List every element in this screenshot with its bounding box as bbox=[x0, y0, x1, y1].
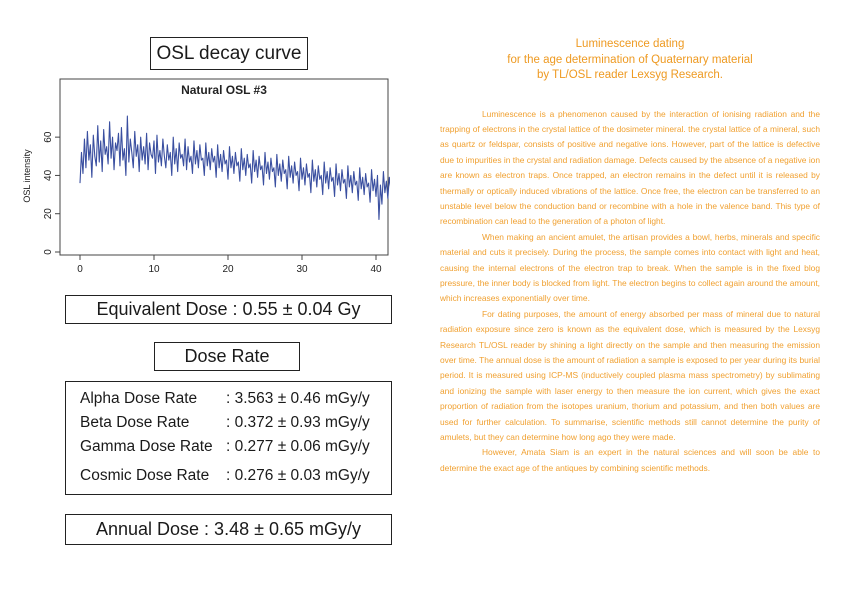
axis-ticks: 0 10 20 30 40 0 20 40 60 bbox=[43, 131, 382, 275]
dose-rate-label: Beta Dose Rate bbox=[80, 414, 190, 431]
x-tick-label: 40 bbox=[370, 264, 382, 275]
article-column: Luminescence dating for the age determin… bbox=[440, 37, 820, 476]
cosmic-dose-rate-row: Cosmic Dose Rate : 0.276 ± 0.03 mGy/y bbox=[80, 467, 370, 485]
x-tick-label: 20 bbox=[222, 264, 234, 275]
article-title: Luminescence dating for the age determin… bbox=[440, 37, 820, 84]
dose-rate-value: : 0.276 ± 0.03 mGy/y bbox=[226, 467, 370, 484]
equivalent-dose-box: Equivalent Dose : 0.55 ± 0.04 Gy bbox=[65, 295, 392, 324]
y-tick-label: 0 bbox=[43, 249, 54, 255]
y-tick-label: 60 bbox=[43, 131, 54, 143]
dose-rate-label: Alpha Dose Rate bbox=[80, 390, 198, 407]
beta-dose-rate-row: Beta Dose Rate : 0.372 ± 0.93 mGy/y bbox=[80, 414, 370, 432]
annual-dose-box: Annual Dose : 3.48 ± 0.65 mGy/y bbox=[65, 514, 392, 545]
article-body: Luminescence is a phenomenon caused by t… bbox=[440, 107, 820, 477]
gamma-dose-rate-row: Gamma Dose Rate : 0.277 ± 0.06 mGy/y bbox=[80, 438, 370, 456]
dose-rates-box: Alpha Dose Rate : 3.563 ± 0.46 mGy/y Beta… bbox=[65, 381, 392, 495]
plot-frame bbox=[59, 78, 389, 256]
dose-rate-value: : 0.372 ± 0.93 mGy/y bbox=[226, 414, 370, 431]
article-paragraph: When making an ancient amulet, the artis… bbox=[440, 231, 820, 304]
y-tick-label: 40 bbox=[43, 169, 54, 181]
article-title-line: by TL/OSL reader Lexsyg Research. bbox=[536, 69, 723, 81]
x-tick-label: 0 bbox=[77, 264, 83, 275]
article-title-line: Luminescence dating bbox=[575, 38, 685, 50]
dose-rate-label: Gamma Dose Rate bbox=[80, 438, 213, 455]
y-axis-label: OSL intensity bbox=[22, 149, 32, 203]
osl-chart-svg: Natural OSL #3 OSL intensity 0 10 20 30 40 0 2… bbox=[22, 78, 396, 275]
osl-decay-curve-title: OSL decay curve bbox=[150, 37, 308, 70]
x-tick-label: 30 bbox=[296, 264, 308, 275]
chart-title: Natural OSL #3 bbox=[181, 83, 267, 97]
y-tick-label: 20 bbox=[43, 208, 54, 220]
dose-rate-title: Dose Rate bbox=[154, 342, 300, 371]
alpha-dose-rate-row: Alpha Dose Rate : 3.563 ± 0.46 mGy/y bbox=[80, 390, 370, 408]
dose-rate-value: : 3.563 ± 0.46 mGy/y bbox=[226, 390, 370, 407]
article-title-line: for the age determination of Quaternary … bbox=[507, 53, 753, 66]
article-paragraph: Luminescence is a phenomenon caused by t… bbox=[440, 108, 820, 227]
dose-rate-label: Cosmic Dose Rate bbox=[80, 467, 210, 484]
x-tick-label: 10 bbox=[148, 264, 160, 275]
osl-series-line bbox=[79, 115, 396, 221]
article-paragraph: For dating purposes, the amount of energ… bbox=[440, 308, 820, 443]
dose-rate-value: : 0.277 ± 0.06 mGy/y bbox=[226, 438, 370, 455]
osl-chart: Natural OSL #3 OSL intensity 0 10 20 30 40 0 2… bbox=[18, 76, 396, 288]
article-paragraph: However, Amata Siam is an expert in the … bbox=[440, 447, 820, 473]
